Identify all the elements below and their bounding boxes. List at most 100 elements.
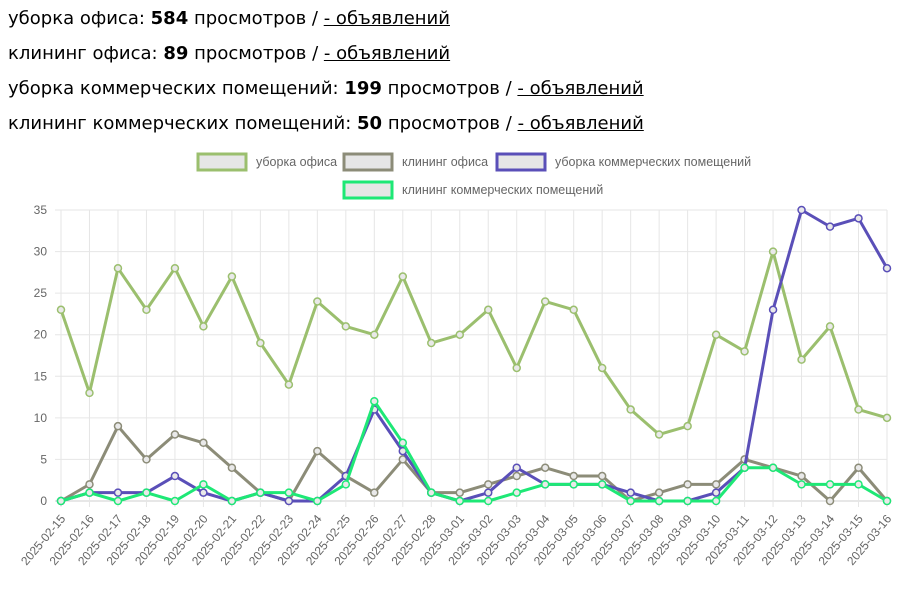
data-point [199,480,208,489]
x-axis-ticks: 2025-02-152025-02-162025-02-172025-02-18… [18,512,894,568]
data-point [56,496,66,506]
data-point [882,413,892,423]
y-tick-label: 10 [34,411,48,425]
data-point [797,355,806,364]
ads-link[interactable]: - объявлений [323,8,450,29]
legend-swatch [196,152,248,172]
legend-swatch [495,152,547,172]
y-tick-label: 30 [34,245,48,259]
series-line [59,250,888,436]
stat-line-office-cleaning: уборка офиса: 584 просмотров / - объявле… [8,6,644,41]
data-point [740,463,749,472]
data-point [256,488,265,497]
data-point [825,496,835,506]
series-line [60,424,889,503]
data-point [85,488,94,497]
data-point [654,488,664,497]
data-point [540,480,550,489]
data-point [483,305,493,315]
stat-line-office-klining: клининг офиса: 89 просмотров / - объявле… [8,41,644,76]
data-point [711,480,721,489]
data-point [227,463,237,472]
legend-label: уборка офиса [256,155,337,169]
chart-legend: уборка офиса клининг офиса уборка коммерче… [196,152,751,200]
legend-label: клининг офиса [402,155,488,169]
data-point [256,338,265,348]
data-point [825,322,835,331]
stat-label: клининг офиса: [8,43,158,64]
data-point [455,488,465,497]
data-point [313,496,322,506]
ads-link[interactable]: - объявлений [517,113,644,134]
data-point [455,330,465,339]
y-tick-label: 20 [34,328,48,342]
data-point [113,263,123,273]
data-point [370,396,379,406]
data-point [569,471,578,481]
stat-label: уборка коммерческих помещений: [8,78,339,99]
data-point [199,322,208,331]
data-point [654,430,664,439]
data-point [540,463,550,472]
data-point [427,338,436,348]
data-point [711,496,721,506]
data-point [56,305,66,315]
stat-suffix: просмотров / [194,43,319,64]
ads-link[interactable]: - объявлений [323,43,451,64]
stat-views-count: 50 [357,113,383,134]
data-point [142,455,151,464]
data-point [683,480,692,489]
legend-swatch [342,180,394,200]
stat-suffix: просмотров / [387,113,512,134]
data-point [170,263,180,273]
stat-views-count: 199 [344,78,382,99]
ads-link[interactable]: - объявлений [517,78,644,99]
stat-suffix: просмотров / [193,8,318,29]
data-point [142,488,151,497]
stat-suffix: просмотров / [387,78,512,99]
series-line [60,208,889,503]
y-tick-label: 5 [40,452,47,466]
data-point [768,305,778,315]
data-point [797,471,806,481]
data-point [483,480,493,489]
y-axis-ticks: 0 5 10 15 20 25 30 35 [34,203,48,508]
data-point [483,488,493,497]
legend-label: уборка коммерческих помещений [555,155,751,169]
data-point [711,330,721,339]
data-point [683,496,692,506]
data-point [626,405,635,414]
data-point [113,488,123,497]
data-point [569,480,578,489]
stat-line-commercial-cleaning: уборка коммерческих помещений: 199 просм… [8,76,644,111]
data-point [398,455,408,464]
data-point [597,363,607,373]
data-point [768,247,778,256]
data-point [512,488,521,497]
chart-series [56,205,892,506]
data-point [797,480,806,489]
data-point [854,480,863,489]
stat-views-count: 584 [150,8,189,29]
data-point [199,438,208,448]
legend-swatch [342,152,394,172]
data-point [854,463,863,472]
data-point [597,480,607,489]
data-point [341,480,351,489]
data-point [370,330,379,339]
data-point [284,496,294,506]
data-point [540,297,550,306]
data-point [626,488,635,497]
stat-views-count: 89 [163,43,189,64]
chart-grid [55,209,888,507]
data-point [626,496,635,506]
legend-label: клининг коммерческих помещений [402,183,603,197]
series-line [60,399,888,503]
data-point [740,347,749,356]
data-point [284,488,294,497]
data-point [427,488,436,497]
data-point [170,496,180,506]
data-point [455,496,465,506]
data-point [654,496,664,506]
